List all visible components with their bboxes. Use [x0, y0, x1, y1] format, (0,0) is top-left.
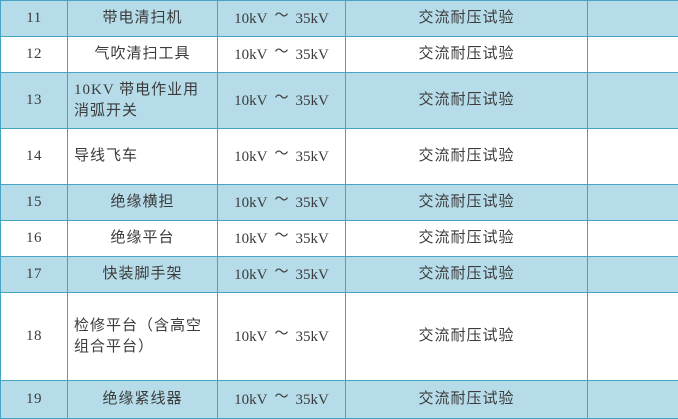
cell-voltage-level: 10kV～35kV — [218, 37, 346, 73]
cell-test-item: 交流耐压试验 — [346, 73, 588, 129]
voltage-to: 35kV — [296, 149, 329, 165]
cell-voltage-level: 10kV～35kV — [218, 293, 346, 381]
cell-index: 13 — [1, 73, 68, 129]
voltage-to: 35kV — [296, 392, 329, 408]
voltage-to: 35kV — [296, 195, 329, 211]
cell-index: 18 — [1, 293, 68, 381]
voltage-range-separator: ～ — [268, 389, 296, 408]
cell-test-item: 交流耐压试验 — [346, 257, 588, 293]
voltage-from: 10kV — [234, 231, 267, 247]
voltage-to: 35kV — [296, 267, 329, 283]
voltage-to: 35kV — [296, 11, 329, 27]
cell-test-item: 交流耐压试验 — [346, 221, 588, 257]
cell-index: 11 — [1, 1, 68, 37]
cell-index: 12 — [1, 37, 68, 73]
cell-test-item: 交流耐压试验 — [346, 37, 588, 73]
voltage-to: 35kV — [296, 93, 329, 109]
voltage-range-separator: ～ — [268, 90, 296, 109]
voltage-from: 10kV — [234, 267, 267, 283]
voltage-to: 35kV — [296, 329, 329, 345]
voltage-from: 10kV — [234, 329, 267, 345]
cell-index: 15 — [1, 185, 68, 221]
voltage-range-separator: ～ — [268, 192, 296, 211]
voltage-range-separator: ～ — [268, 326, 296, 345]
cell-voltage-level: 10kV～35kV — [218, 1, 346, 37]
voltage-from: 10kV — [234, 47, 267, 63]
cell-equipment-name: 快装脚手架 — [68, 257, 218, 293]
cell-index: 14 — [1, 129, 68, 185]
cell-note — [588, 1, 678, 37]
cell-note — [588, 221, 678, 257]
voltage-range-separator: ～ — [268, 264, 296, 283]
cell-note — [588, 129, 678, 185]
cell-equipment-name: 气吹清扫工具 — [68, 37, 218, 73]
cell-index: 17 — [1, 257, 68, 293]
cell-note — [588, 185, 678, 221]
voltage-from: 10kV — [234, 93, 267, 109]
cell-test-item: 交流耐压试验 — [346, 381, 588, 419]
cell-test-item: 交流耐压试验 — [346, 1, 588, 37]
voltage-range-separator: ～ — [268, 146, 296, 165]
voltage-range-separator: ～ — [268, 44, 296, 63]
cell-index: 19 — [1, 381, 68, 419]
voltage-from: 10kV — [234, 11, 267, 27]
cell-equipment-name: 检修平台（含高空组合平台） — [68, 293, 218, 381]
cell-test-item: 交流耐压试验 — [346, 185, 588, 221]
cell-voltage-level: 10kV～35kV — [218, 257, 346, 293]
cell-test-item: 交流耐压试验 — [346, 129, 588, 185]
cell-test-item: 交流耐压试验 — [346, 293, 588, 381]
voltage-to: 35kV — [296, 47, 329, 63]
cell-equipment-name: 绝缘紧线器 — [68, 381, 218, 419]
cell-note — [588, 257, 678, 293]
cell-equipment-name: 带电清扫机 — [68, 1, 218, 37]
cell-voltage-level: 10kV～35kV — [218, 185, 346, 221]
voltage-from: 10kV — [234, 149, 267, 165]
cell-note — [588, 381, 678, 419]
voltage-from: 10kV — [234, 195, 267, 211]
voltage-from: 10kV — [234, 392, 267, 408]
cell-voltage-level: 10kV～35kV — [218, 221, 346, 257]
voltage-to: 35kV — [296, 231, 329, 247]
cell-equipment-name: 导线飞车 — [68, 129, 218, 185]
cell-voltage-level: 10kV～35kV — [218, 73, 346, 129]
cell-equipment-name: 10KV 带电作业用消弧开关 — [68, 73, 218, 129]
cell-note — [588, 73, 678, 129]
voltage-range-separator: ～ — [268, 228, 296, 247]
cell-note — [588, 37, 678, 73]
cell-equipment-name: 绝缘平台 — [68, 221, 218, 257]
cell-voltage-level: 10kV～35kV — [218, 381, 346, 419]
voltage-range-separator: ～ — [268, 8, 296, 27]
cell-equipment-name: 绝缘横担 — [68, 185, 218, 221]
cell-note — [588, 293, 678, 381]
cell-voltage-level: 10kV～35kV — [218, 129, 346, 185]
cell-index: 16 — [1, 221, 68, 257]
